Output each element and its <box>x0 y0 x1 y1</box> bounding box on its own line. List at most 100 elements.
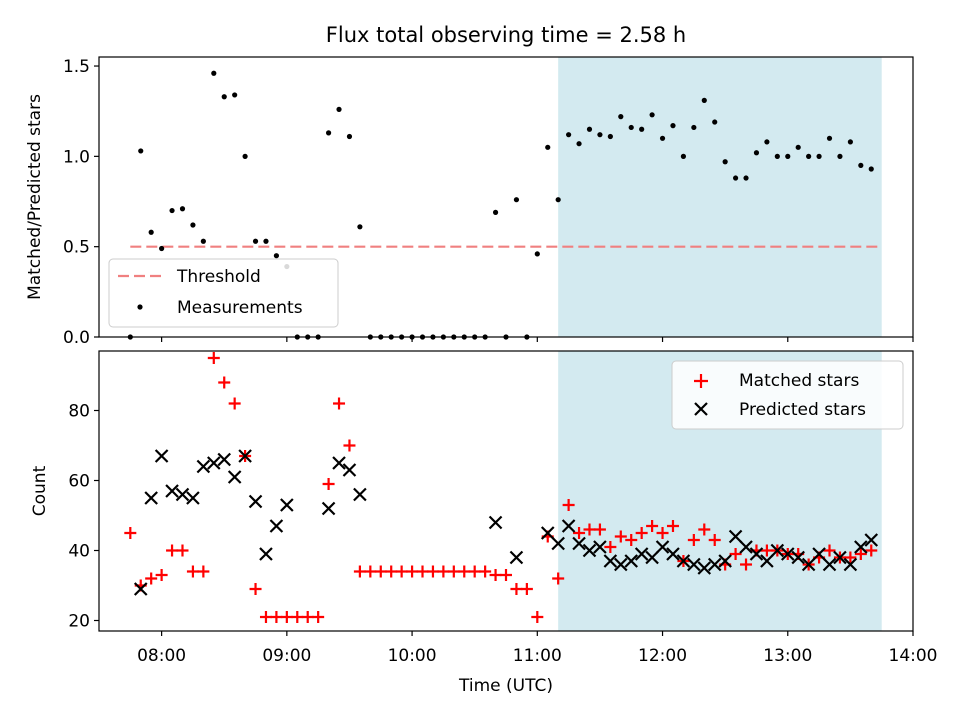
measurement-point <box>252 238 259 244</box>
predicted-star-point <box>770 543 785 558</box>
matched-star-point <box>333 397 346 410</box>
predicted-star-point <box>645 550 659 565</box>
top-shaded-interval <box>558 57 882 337</box>
measurement-point <box>357 224 363 230</box>
measurement-point <box>534 251 540 257</box>
measurement-point <box>597 132 603 138</box>
measurement-point <box>847 139 853 145</box>
predicted-star-point <box>572 536 586 551</box>
measurement-point <box>138 148 144 154</box>
matched-star-point <box>374 565 387 578</box>
matched-star-point <box>416 565 429 578</box>
matched-star-point <box>312 611 325 623</box>
matched-star-point <box>489 569 502 581</box>
matched-star-point <box>270 611 283 623</box>
bottom-y-tick-label: 40 <box>68 542 90 562</box>
measurement-point <box>513 197 520 203</box>
predicted-star-point <box>707 557 722 572</box>
matched-star-point <box>666 520 679 532</box>
measurement-point <box>190 222 196 228</box>
measurement-point <box>639 126 645 132</box>
measurement-point <box>649 112 655 118</box>
predicted-star-point <box>269 519 284 533</box>
measurement-point <box>159 245 165 252</box>
matched-star-point <box>823 544 836 557</box>
measurement-point <box>232 92 238 98</box>
matched-star-point <box>218 376 231 389</box>
measurement-point <box>670 123 676 129</box>
predicted-star-point <box>718 554 732 568</box>
top-y-tick-label: 1.0 <box>63 147 90 167</box>
bottom-y-tick-label: 60 <box>68 472 90 492</box>
predicted-stars-points <box>133 449 879 596</box>
measurement-point <box>868 166 874 172</box>
matched-star-point <box>865 544 878 557</box>
measurement-point <box>586 126 593 132</box>
measurement-point <box>795 144 801 150</box>
matched-star-point <box>740 558 753 571</box>
top-y-axis-label: Matched/Predicted stars <box>25 94 45 300</box>
legend-matched-swatch <box>694 374 708 388</box>
predicted-star-point <box>801 557 816 572</box>
predicted-star-point <box>697 561 712 575</box>
matched-star-point <box>531 611 544 623</box>
predicted-star-point <box>154 449 169 463</box>
matched-star-point <box>280 611 293 623</box>
measurement-point <box>179 206 186 212</box>
predicted-star-point <box>728 529 743 544</box>
measurement-point <box>148 229 154 235</box>
matched-star-point <box>635 527 648 539</box>
top-plot-frame <box>98 56 914 338</box>
matched-star-point <box>687 534 700 546</box>
bottom-panel: 20 40 60 80 08:00 09:00 10:00 11:00 12:00 13:00 1… <box>30 350 938 696</box>
measurement-point <box>753 150 760 156</box>
matched-star-point <box>301 611 314 623</box>
measurement-point <box>826 135 833 141</box>
legend-matched-label: Matched stars <box>739 371 859 391</box>
measurement-point <box>691 124 697 131</box>
matched-star-point <box>708 534 721 546</box>
measurement-point <box>774 153 780 159</box>
predicted-star-point <box>822 557 837 572</box>
x-axis-label: Time (UTC) <box>458 676 553 696</box>
matched-star-point <box>291 611 304 623</box>
predicted-star-point <box>248 494 263 509</box>
measurement-point <box>701 97 707 103</box>
measurement-point <box>712 119 718 125</box>
predicted-star-point <box>238 449 252 463</box>
matched-star-point <box>520 583 533 595</box>
measurement-point <box>242 153 248 159</box>
x-tick-label: 13:00 <box>763 646 812 666</box>
predicted-star-point <box>488 515 503 530</box>
predicted-star-point <box>551 536 565 551</box>
matched-star-point <box>593 523 606 536</box>
predicted-star-point <box>780 547 795 561</box>
matched-star-point <box>395 565 408 578</box>
predicted-star-point <box>540 526 555 540</box>
measurement-point <box>816 153 822 159</box>
matched-star-point <box>176 544 189 557</box>
matched-star-point <box>447 565 460 578</box>
measurement-point <box>785 153 791 159</box>
bottom-y-tick-label: 20 <box>68 612 90 632</box>
matched-star-point <box>353 565 366 578</box>
measurement-point <box>607 133 613 140</box>
predicted-star-point <box>186 491 200 505</box>
measurement-point <box>659 135 666 141</box>
predicted-star-point <box>133 582 148 596</box>
bottom-y-tick-label: 80 <box>68 402 90 422</box>
measurement-point <box>858 162 864 168</box>
measurement-point <box>169 207 175 214</box>
top-y-tick-label: 1.5 <box>63 57 90 77</box>
matched-star-point <box>228 397 241 410</box>
measurement-point <box>722 159 728 165</box>
matched-star-point <box>364 565 377 578</box>
predicted-star-point <box>843 557 858 572</box>
matched-star-point <box>207 352 220 364</box>
x-tick-label: 08:00 <box>137 646 186 666</box>
matched-star-point <box>646 520 659 532</box>
bottom-legend: Matched stars Predicted stars <box>671 360 904 430</box>
predicted-star-point <box>812 547 826 561</box>
measurement-point <box>837 153 843 159</box>
x-tick-label: 12:00 <box>638 646 687 666</box>
